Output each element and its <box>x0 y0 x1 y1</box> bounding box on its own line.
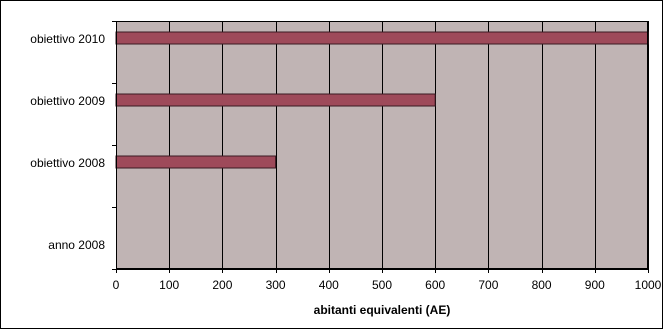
bars <box>115 31 649 169</box>
axes <box>112 21 649 273</box>
gridlines <box>169 21 649 269</box>
bar-obiettivo-2010 <box>115 31 649 45</box>
y-category-label: anno 2008 <box>48 238 105 252</box>
x-tick-label: 800 <box>532 278 552 292</box>
plot-outline <box>116 21 648 269</box>
category-labels: obiettivo 2010 obiettivo 2009 obiettivo 20… <box>30 32 105 252</box>
x-tick-label: 900 <box>585 278 605 292</box>
x-tick-label: 200 <box>212 278 232 292</box>
x-tick-labels: 0 100 200 300 400 500 600 700 800 900 1000 <box>113 278 662 292</box>
x-tick-label: 700 <box>478 278 498 292</box>
x-tick-label: 100 <box>159 278 179 292</box>
x-tick-label: 500 <box>372 278 392 292</box>
bar-obiettivo-2009 <box>115 93 436 107</box>
bar-obiettivo-2008 <box>115 155 277 169</box>
y-category-label: obiettivo 2009 <box>30 94 105 108</box>
y-category-label: obiettivo 2008 <box>30 156 105 170</box>
x-tick-label: 400 <box>319 278 339 292</box>
x-tick-label: 600 <box>425 278 445 292</box>
x-axis-title: abitanti equivalenti (AE) <box>314 303 451 317</box>
x-tick-label: 1000 <box>635 278 662 292</box>
x-tick-label: 0 <box>113 278 120 292</box>
y-category-label: obiettivo 2010 <box>30 32 105 46</box>
x-tick-label: 300 <box>266 278 286 292</box>
